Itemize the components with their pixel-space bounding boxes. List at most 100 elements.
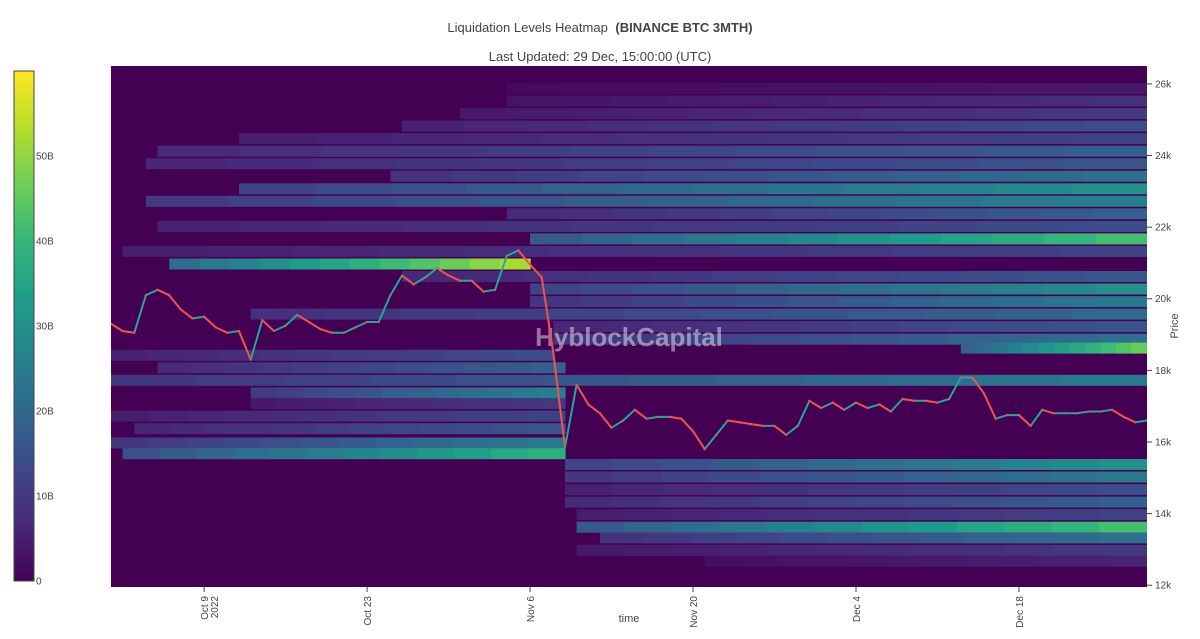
liquidation-band [693, 133, 770, 145]
liquidation-band [710, 459, 760, 470]
liquidation-band [258, 349, 296, 361]
price-point [866, 406, 869, 410]
price-segment [564, 383, 578, 449]
liquidation-band [375, 410, 415, 422]
liquidation-band [506, 83, 561, 94]
liquidation-band [898, 271, 962, 282]
price-point [668, 415, 671, 418]
liquidation-band [474, 308, 551, 320]
liquidation-band [998, 333, 1049, 345]
liquidation-band [880, 95, 935, 107]
liquidation-band [712, 120, 776, 132]
liquidation-band [1098, 459, 1147, 470]
liquidation-band [516, 170, 581, 182]
y-tick-label: 18k [1155, 366, 1172, 377]
liquidation-band [746, 108, 805, 120]
price-point [424, 276, 427, 279]
liquidation-band [999, 555, 1038, 567]
liquidation-band [759, 496, 809, 508]
liquidation-band [1093, 208, 1147, 220]
price-segment [307, 321, 322, 331]
price-point [144, 294, 147, 297]
liquidation-band [704, 555, 743, 567]
liquidation-band [1044, 233, 1097, 245]
liquidation-band [896, 158, 981, 170]
liquidation-band [896, 195, 981, 207]
price-segment [412, 276, 427, 286]
y-axis-title: Price [1169, 313, 1181, 338]
liquidation-band [986, 208, 1041, 220]
liquidation-band [1044, 296, 1097, 308]
price-segment [517, 249, 532, 266]
liquidation-band [720, 83, 775, 94]
liquidation-band [1051, 544, 1100, 556]
price-segment [948, 376, 962, 400]
liquidation-band [1083, 170, 1147, 182]
liquidation-band [652, 145, 736, 157]
price-point [261, 319, 264, 322]
liquidation-band [953, 496, 1003, 508]
liquidation-band [1022, 120, 1086, 132]
liquidation-band [976, 342, 993, 354]
liquidation-band [464, 271, 527, 282]
price-point [703, 448, 706, 451]
liquidation-band [542, 374, 630, 386]
liquidation-band [729, 158, 814, 170]
liquidation-band [768, 183, 845, 195]
price-point [1134, 421, 1137, 424]
liquidation-band [1099, 509, 1147, 521]
liquidation-band [1007, 342, 1024, 354]
liquidation-band [899, 321, 950, 333]
liquidation-band [960, 342, 977, 354]
liquidation-band [451, 410, 490, 422]
liquidation-band [413, 410, 453, 422]
price-point [156, 288, 159, 291]
price-point [598, 412, 602, 415]
price-point [1076, 412, 1079, 415]
price-point [936, 401, 939, 404]
liquidation-band [538, 387, 566, 399]
price-point [808, 399, 811, 402]
liquidation-band [602, 321, 653, 333]
price-segment [808, 399, 823, 409]
liquidation-band [787, 233, 840, 245]
price-segment [738, 421, 753, 426]
price-segment [1134, 419, 1147, 424]
liquidation-band [773, 83, 828, 94]
liquidation-band [417, 448, 455, 460]
price-point [284, 324, 287, 327]
liquidation-band [774, 271, 838, 282]
liquidation-band [306, 448, 345, 460]
liquidation-band [1040, 95, 1095, 107]
liquidation-band [974, 374, 1062, 386]
liquidation-band [631, 108, 690, 120]
liquidation-band [1051, 521, 1100, 533]
liquidation-band [293, 362, 328, 374]
liquidation-band [953, 471, 1003, 483]
liquidation-band [710, 496, 760, 508]
price-point [517, 249, 520, 252]
liquidation-band [159, 448, 197, 460]
liquidation-band [111, 374, 198, 386]
liquidation-band [170, 423, 207, 435]
liquidation-band [277, 423, 315, 435]
liquidation-band [322, 145, 406, 157]
price-segment [354, 321, 369, 329]
liquidation-band [861, 544, 910, 556]
liquidation-band [466, 183, 543, 195]
price-point [307, 320, 310, 324]
price-point [750, 423, 753, 426]
price-segment [1041, 408, 1055, 415]
price-point [820, 406, 823, 410]
liquidation-band [949, 321, 1000, 333]
liquidation-band [844, 183, 921, 195]
plot-area[interactable]: HyblockCapital [110, 66, 1148, 587]
price-segment [796, 399, 811, 427]
price-segment [284, 313, 299, 327]
liquidation-band [1010, 532, 1057, 544]
price-segment [610, 419, 625, 429]
liquidation-band [300, 410, 339, 422]
liquidation-band [889, 555, 927, 567]
x-axis-title: time [619, 613, 640, 625]
liquidation-band [735, 233, 788, 245]
